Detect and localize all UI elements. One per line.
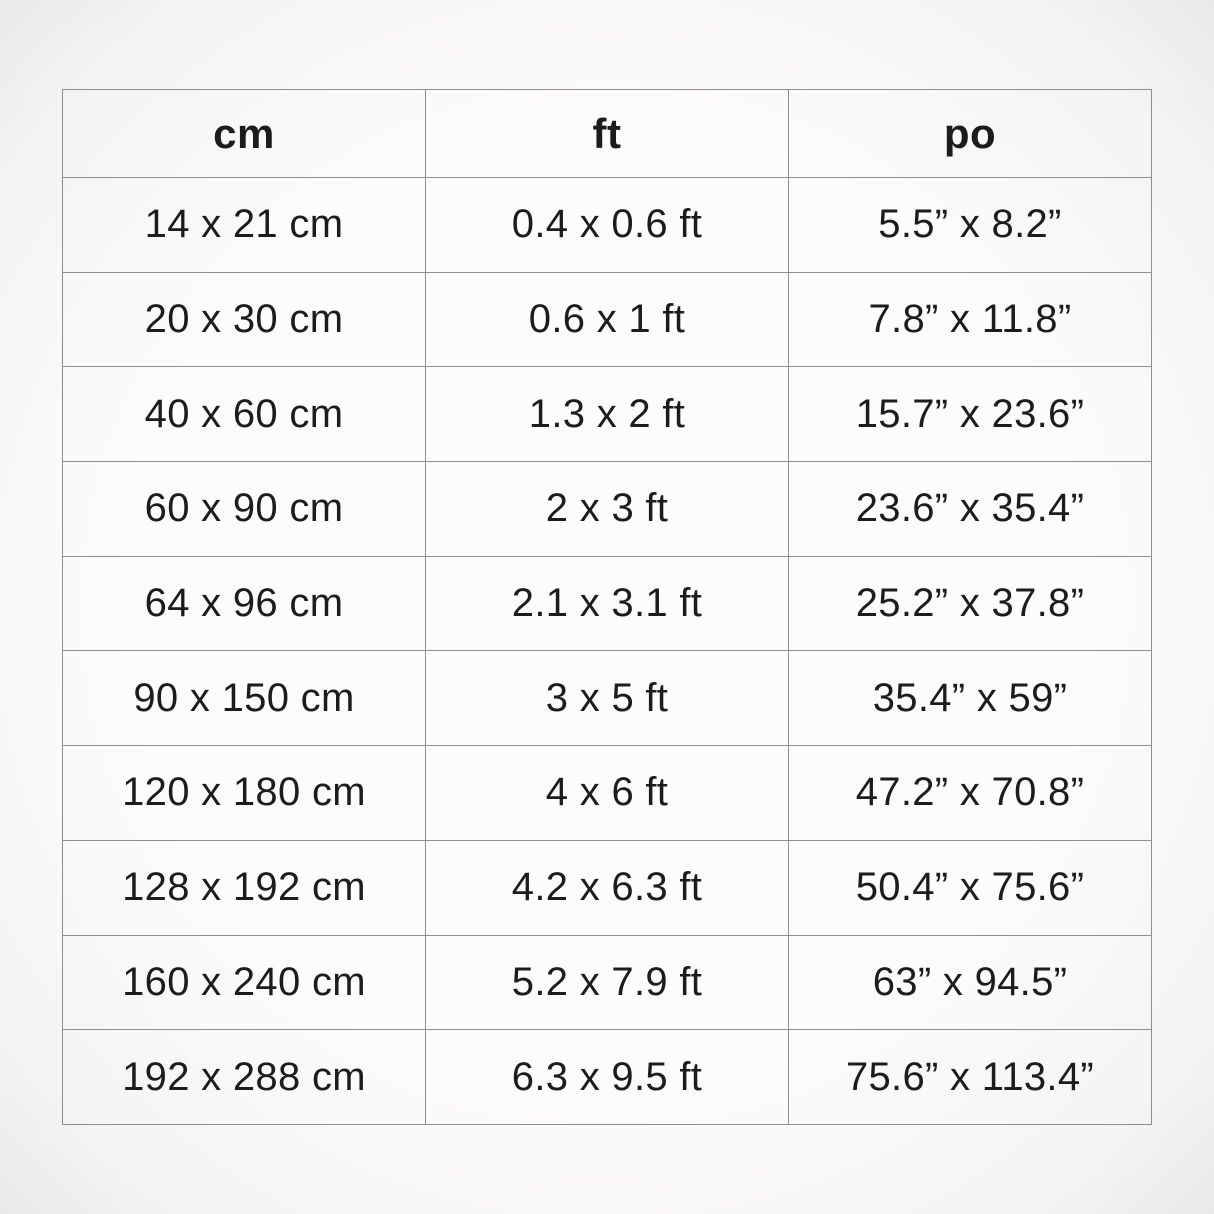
table-row: 160 x 240 cm 5.2 x 7.9 ft 63” x 94.5” [62, 934, 1152, 1031]
cell-ft: 2 x 3 ft [425, 461, 789, 557]
cell-ft: 4 x 6 ft [425, 745, 789, 841]
size-conversion-table: cm ft po 14 x 21 cm 0.4 x 0.6 ft 5.5” x … [62, 89, 1152, 1125]
cell-ft: 4.2 x 6.3 ft [425, 839, 789, 936]
cell-ft: 1.3 x 2 ft [425, 366, 789, 463]
table-row: 128 x 192 cm 4.2 x 6.3 ft 50.4” x 75.6” [62, 839, 1152, 936]
cell-cm: 20 x 30 cm [62, 271, 426, 368]
cell-cm: 160 x 240 cm [62, 934, 426, 1031]
table-row: 60 x 90 cm 2 x 3 ft 23.6” x 35.4” [62, 461, 1152, 557]
cell-cm: 64 x 96 cm [62, 555, 426, 652]
cell-po: 15.7” x 23.6” [788, 366, 1152, 463]
cell-ft: 0.4 x 0.6 ft [425, 177, 789, 273]
table-row: 20 x 30 cm 0.6 x 1 ft 7.8” x 11.8” [62, 271, 1152, 368]
column-header-cm: cm [62, 89, 426, 178]
cell-po: 75.6” x 113.4” [788, 1029, 1152, 1125]
cell-cm: 40 x 60 cm [62, 366, 426, 463]
cell-po: 35.4” x 59” [788, 650, 1152, 747]
cell-po: 25.2” x 37.8” [788, 555, 1152, 652]
table-header: cm ft po [62, 89, 1152, 178]
column-header-ft: ft [425, 89, 789, 178]
cell-cm: 128 x 192 cm [62, 839, 426, 936]
cell-ft: 0.6 x 1 ft [425, 271, 789, 368]
cell-cm: 120 x 180 cm [62, 745, 426, 841]
cell-po: 63” x 94.5” [788, 934, 1152, 1031]
cell-po: 23.6” x 35.4” [788, 461, 1152, 557]
table-row: 90 x 150 cm 3 x 5 ft 35.4” x 59” [62, 650, 1152, 747]
table-row: 64 x 96 cm 2.1 x 3.1 ft 25.2” x 37.8” [62, 555, 1152, 652]
cell-ft: 5.2 x 7.9 ft [425, 934, 789, 1031]
table-row: 40 x 60 cm 1.3 x 2 ft 15.7” x 23.6” [62, 366, 1152, 463]
cell-cm: 192 x 288 cm [62, 1029, 426, 1125]
cell-po: 7.8” x 11.8” [788, 271, 1152, 368]
table-row: 192 x 288 cm 6.3 x 9.5 ft 75.6” x 113.4” [62, 1029, 1152, 1125]
header-row: cm ft po [62, 89, 1152, 178]
cell-po: 5.5” x 8.2” [788, 177, 1152, 273]
table-row: 120 x 180 cm 4 x 6 ft 47.2” x 70.8” [62, 745, 1152, 841]
cell-ft: 6.3 x 9.5 ft [425, 1029, 789, 1125]
cell-cm: 90 x 150 cm [62, 650, 426, 747]
table-body: 14 x 21 cm 0.4 x 0.6 ft 5.5” x 8.2” 20 x… [62, 177, 1152, 1125]
cell-cm: 60 x 90 cm [62, 461, 426, 557]
cell-po: 50.4” x 75.6” [788, 839, 1152, 936]
cell-po: 47.2” x 70.8” [788, 745, 1152, 841]
cell-ft: 3 x 5 ft [425, 650, 789, 747]
cell-cm: 14 x 21 cm [62, 177, 426, 273]
table-row: 14 x 21 cm 0.4 x 0.6 ft 5.5” x 8.2” [62, 177, 1152, 273]
cell-ft: 2.1 x 3.1 ft [425, 555, 789, 652]
column-header-po: po [788, 89, 1152, 178]
